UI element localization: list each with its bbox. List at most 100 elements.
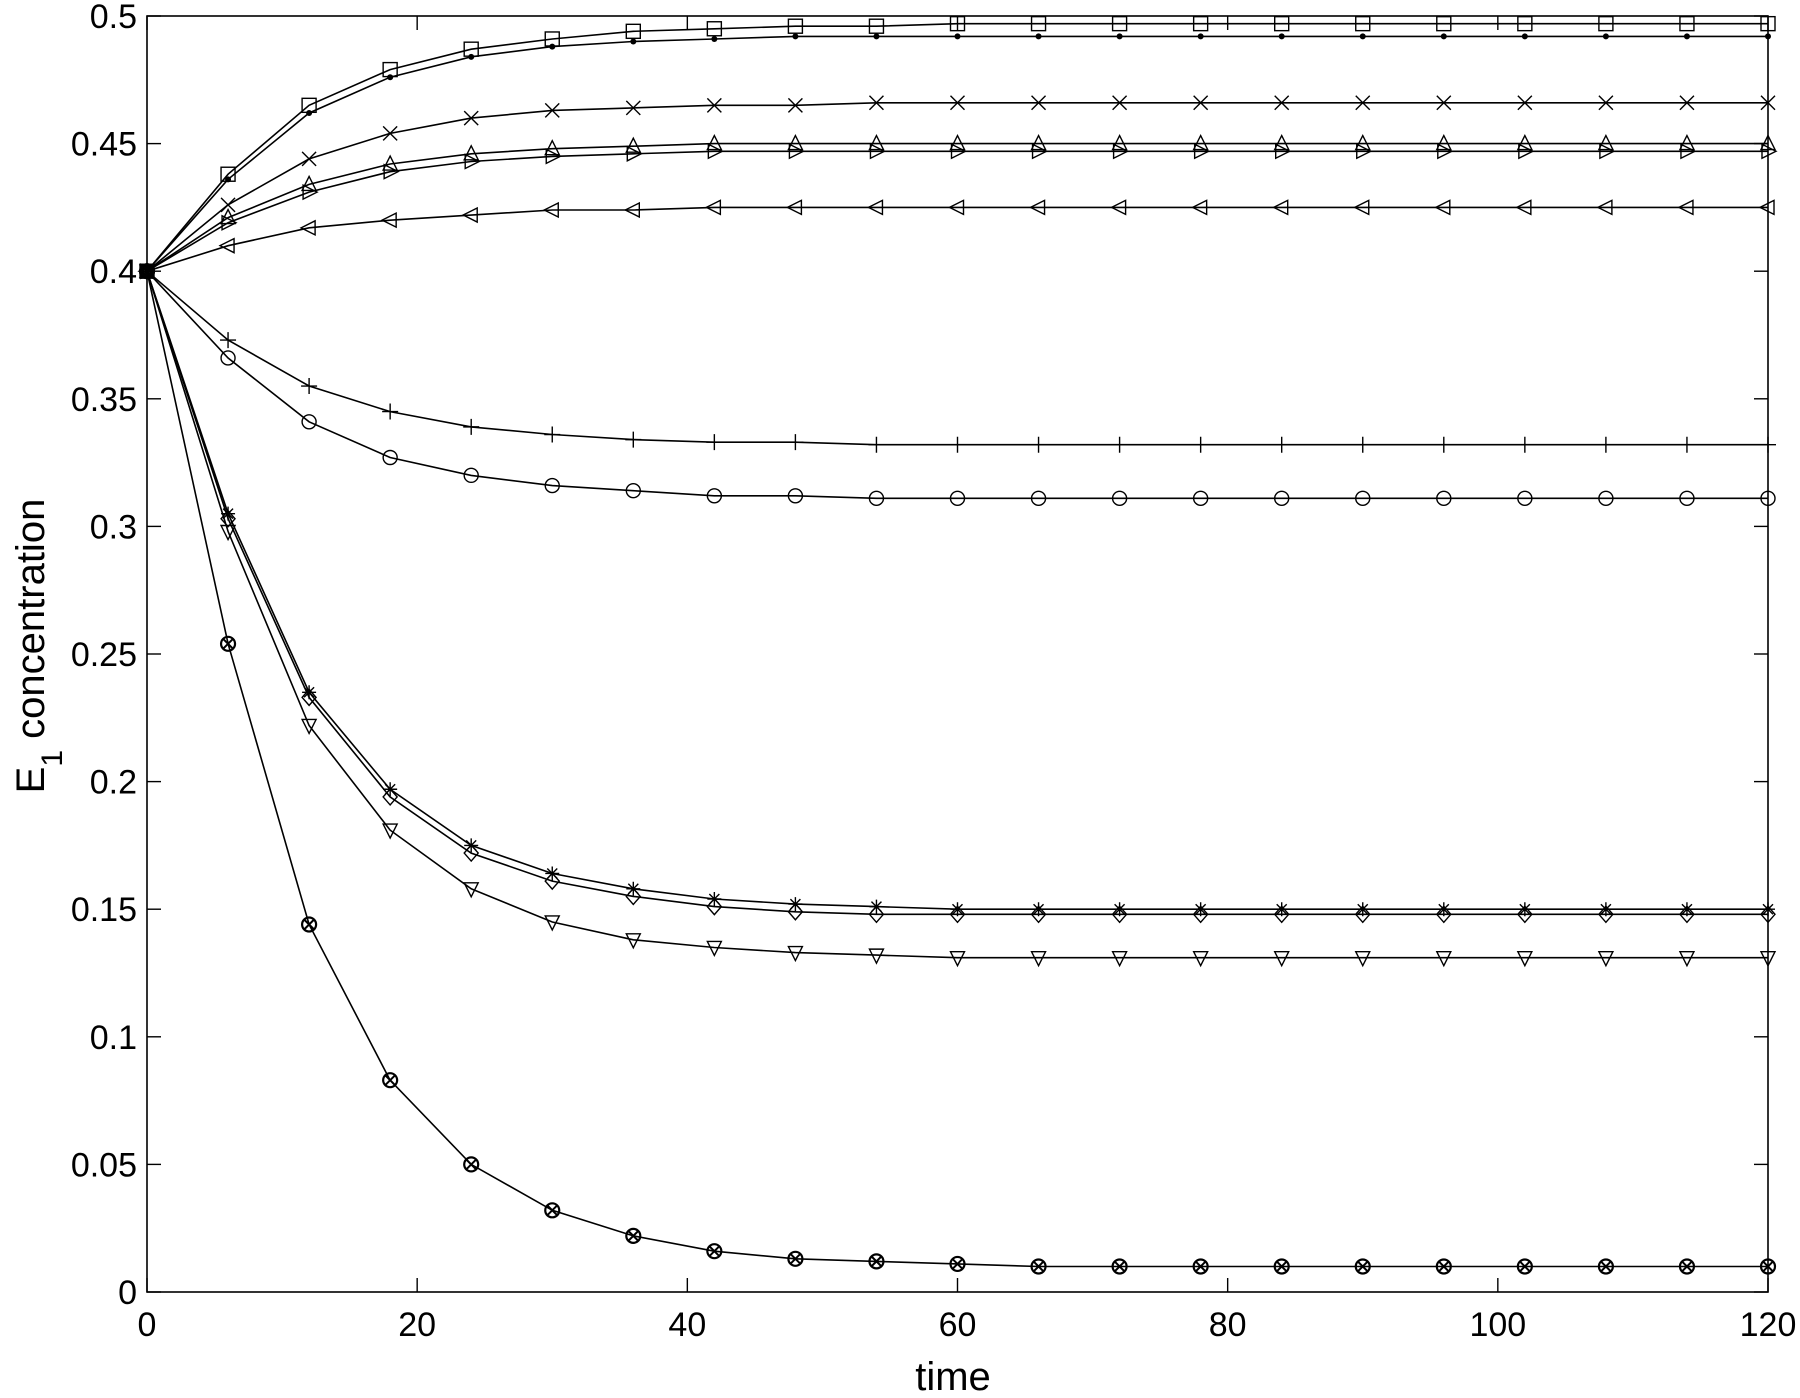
data-point	[1274, 143, 1292, 160]
data-point	[790, 1253, 801, 1265]
data-point	[1112, 143, 1130, 160]
y-axis-label-main: E	[9, 767, 53, 794]
data-point	[1436, 490, 1452, 507]
data-point	[1197, 33, 1204, 40]
data-point	[1192, 436, 1209, 453]
y-tick-label: 0.2	[90, 764, 137, 802]
data-point	[704, 199, 722, 216]
data-point	[1116, 33, 1123, 40]
data-point	[792, 33, 799, 40]
data-point	[625, 431, 642, 448]
data-point	[706, 940, 723, 958]
data-point	[544, 915, 561, 932]
data-point	[871, 1256, 882, 1267]
data-point	[625, 100, 641, 116]
x-tick-label: 0	[138, 1306, 157, 1344]
data-point	[868, 490, 885, 507]
data-point	[949, 905, 966, 924]
data-point	[221, 214, 238, 231]
data-point	[787, 97, 803, 113]
data-point	[1434, 199, 1451, 216]
data-point	[383, 163, 400, 180]
data-point	[1517, 95, 1533, 111]
data-point	[711, 35, 718, 42]
data-point	[1192, 905, 1209, 924]
data-point	[382, 403, 399, 420]
data-point	[1030, 1258, 1047, 1275]
data-point	[221, 506, 236, 521]
data-point	[1436, 902, 1451, 917]
data-point	[625, 933, 642, 950]
data-point	[218, 237, 235, 254]
data-point	[1030, 905, 1047, 924]
series-line	[146, 270, 1768, 911]
series-line	[146, 142, 1768, 272]
y-tick-label: 0.1	[90, 1019, 137, 1057]
data-point	[300, 718, 318, 736]
data-point	[382, 823, 399, 840]
data-point	[1515, 199, 1532, 216]
data-point	[463, 882, 480, 899]
data-point	[623, 201, 640, 219]
data-point	[463, 467, 479, 484]
series-asterisk	[140, 264, 1775, 917]
data-point	[1516, 1258, 1533, 1275]
y-axis-label-subscript: 1	[36, 750, 69, 767]
data-point	[1517, 902, 1532, 917]
data-point	[1354, 950, 1371, 968]
x-axis-label: time	[915, 1355, 991, 1398]
data-point	[785, 199, 803, 216]
data-point	[1678, 436, 1695, 453]
data-point	[1597, 1258, 1615, 1275]
data-point	[949, 134, 966, 151]
data-point	[300, 174, 318, 192]
data-point	[787, 134, 804, 151]
data-point	[547, 1205, 558, 1216]
data-point	[1273, 950, 1290, 968]
data-point	[1521, 33, 1528, 40]
data-point	[1274, 95, 1290, 111]
data-point	[1516, 950, 1533, 968]
data-point	[301, 378, 318, 395]
data-point	[1028, 199, 1046, 216]
y-axis-label: E1 concentration	[9, 499, 69, 794]
data-point	[1600, 1261, 1612, 1272]
data-point	[1030, 134, 1047, 151]
svg-text:E1 concentration: E1 concentration	[9, 499, 69, 794]
data-point	[1030, 436, 1047, 453]
data-point	[1353, 199, 1370, 216]
data-point	[1679, 905, 1695, 924]
tick-labels: 0 20 40 60 80 100 120 0 0.05 0.1 0.15 0.2 0.25 0.3 0.3…	[71, 0, 1797, 1344]
data-point	[1679, 95, 1695, 111]
data-point	[1193, 143, 1211, 160]
data-point	[545, 148, 562, 165]
data-point	[1112, 95, 1128, 111]
data-point	[1273, 905, 1290, 924]
data-point	[1679, 490, 1695, 507]
data-point	[1597, 950, 1615, 968]
axes	[146, 15, 1769, 1293]
data-point	[387, 74, 394, 81]
data-point	[301, 916, 318, 933]
data-point	[1033, 1261, 1044, 1272]
data-point	[1355, 490, 1371, 507]
data-point	[1191, 199, 1208, 216]
data-point	[1354, 905, 1371, 924]
data-point	[463, 418, 480, 435]
data-point	[384, 1074, 396, 1086]
data-point	[542, 201, 559, 219]
data-point	[707, 143, 724, 160]
series-circle	[139, 263, 1776, 507]
data-point	[873, 33, 880, 40]
data-point	[1678, 134, 1696, 151]
data-point	[463, 144, 480, 161]
data-point	[1357, 1261, 1368, 1272]
data-point	[788, 143, 805, 160]
data-point	[219, 524, 237, 542]
data-point	[868, 18, 885, 34]
data-point	[868, 948, 885, 965]
data-point	[461, 206, 478, 224]
data-point	[1597, 905, 1614, 924]
data-point	[1597, 436, 1614, 453]
data-point	[1354, 1258, 1371, 1275]
